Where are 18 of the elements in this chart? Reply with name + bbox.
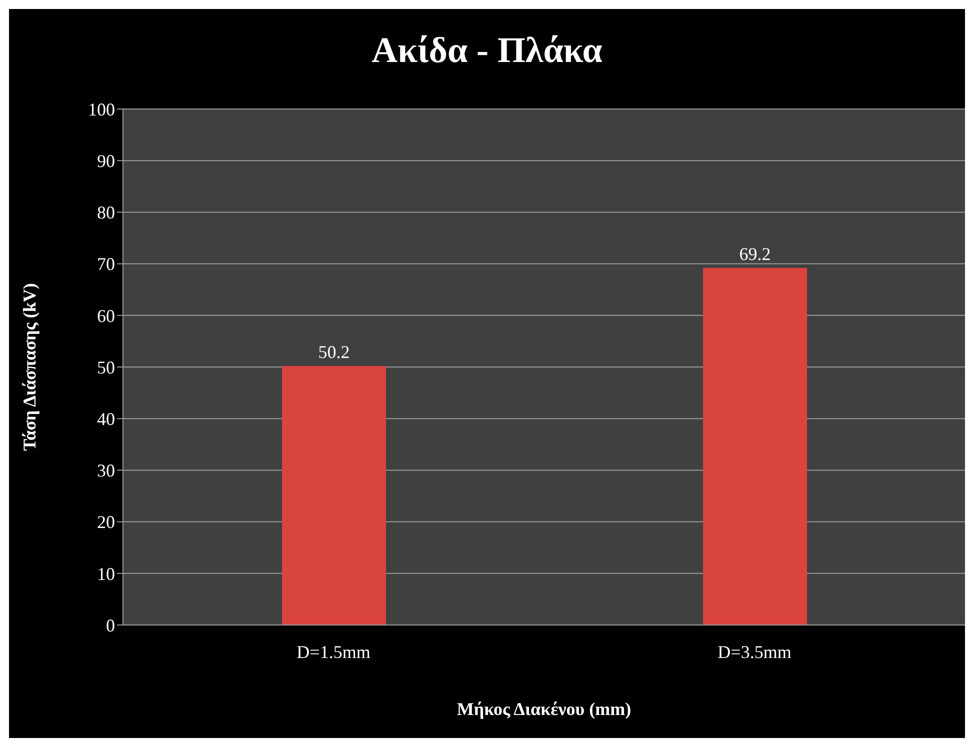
y-tick-label: 20: [97, 512, 115, 532]
y-tick-label: 40: [97, 408, 115, 429]
x-axis-title: Μήκος Διακένου (mm): [456, 699, 632, 719]
y-axis-title: Τάση Διάσπασης (kV): [19, 283, 40, 451]
chart-title: Ακίδα - Πλάκα: [370, 29, 604, 71]
x-tick-label: D=1.5mm: [296, 642, 370, 662]
y-tick-label: 90: [97, 150, 115, 171]
data-label: 69.2: [739, 244, 771, 264]
x-tick-label: D=3.5mm: [718, 642, 792, 662]
y-tick-label: 0: [106, 615, 115, 636]
y-tick-label: 100: [88, 99, 115, 120]
y-tick-label: 50: [97, 357, 115, 378]
y-tick-label: 30: [97, 460, 115, 481]
y-tick-label: 80: [97, 202, 115, 223]
y-tick-label: 70: [97, 254, 115, 274]
y-tick-label: 60: [97, 306, 115, 326]
y-tick-label: 10: [97, 564, 115, 584]
data-label: 50.2: [318, 342, 350, 362]
